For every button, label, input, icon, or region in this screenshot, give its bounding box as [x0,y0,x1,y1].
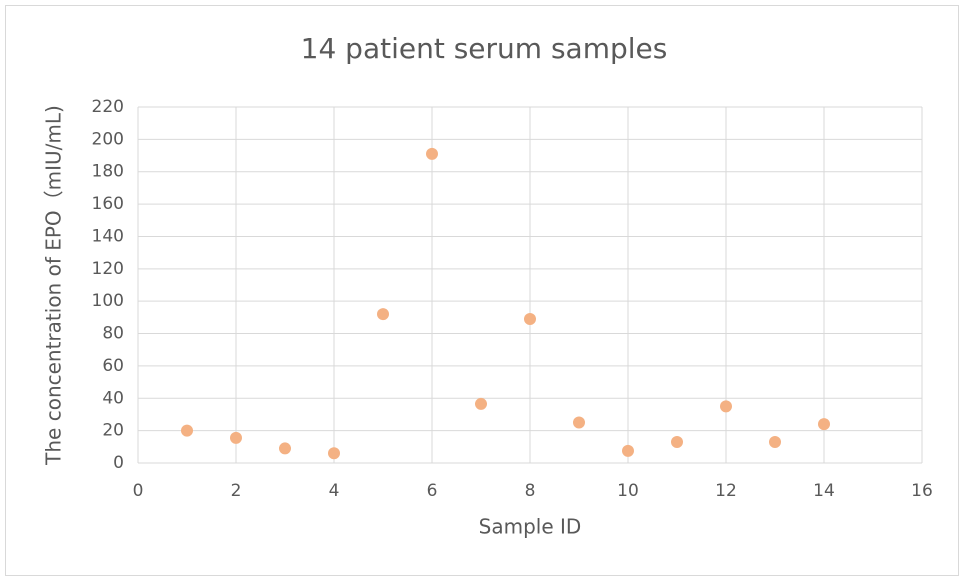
point [769,435,781,448]
point [720,400,732,413]
y-tick-label: 180 [92,162,124,182]
chart-frame [5,5,959,576]
x-tick-label: 2 [231,481,242,501]
y-tick-label: 20 [102,421,124,441]
y-tick-label: 80 [102,324,124,344]
x-tick-label: 6 [427,481,438,501]
point [524,312,536,325]
point [230,431,242,444]
chart-title: 14 patient serum samples [301,32,668,65]
y-tick-label: 40 [102,388,124,408]
point [573,416,585,429]
point [328,447,340,460]
point [671,435,683,448]
x-tick-label: 10 [617,481,639,501]
x-tick-label: 4 [329,481,340,501]
y-tick-label: 100 [92,291,124,311]
x-tick-label: 16 [911,481,933,501]
y-axis-label: The concentration of EPO（mIU/mL) [42,105,66,466]
y-tick-label: 60 [102,356,124,376]
y-tick-label: 140 [92,226,124,246]
point [622,444,634,457]
y-tick-label: 120 [92,259,124,279]
x-axis-label: Sample ID [479,515,582,539]
y-tick-label: 220 [92,97,124,117]
x-tick-label: 14 [813,481,835,501]
point [426,147,438,160]
point [377,308,389,321]
y-tick-label: 0 [113,453,124,473]
point [475,397,487,410]
y-tick-label: 200 [92,129,124,149]
x-tick-label: 0 [133,481,144,501]
y-tick-label: 160 [92,194,124,214]
x-tick-label: 12 [715,481,737,501]
point [818,418,830,431]
x-tick-label: 8 [525,481,536,501]
point [181,424,193,437]
point [279,442,291,455]
